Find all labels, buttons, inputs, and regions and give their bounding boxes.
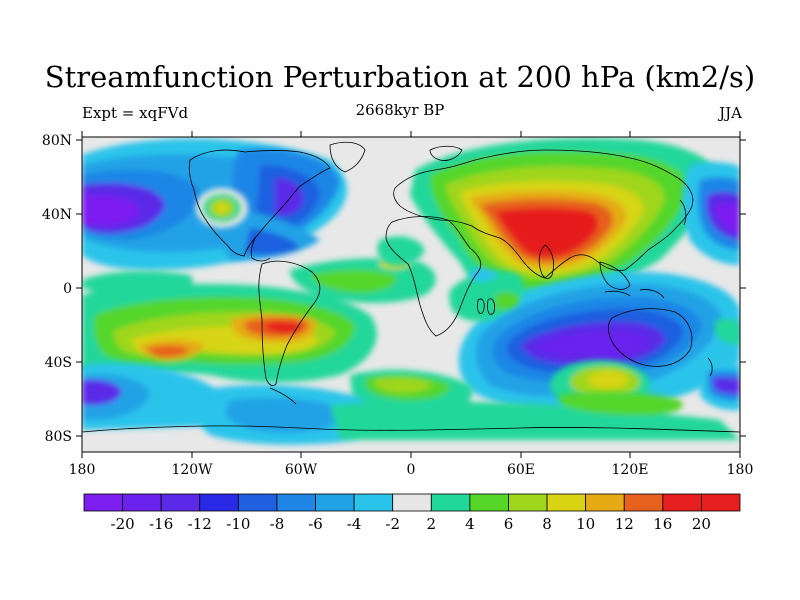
colorbar-swatch: [315, 493, 355, 512]
x-tick-120e: 120E: [612, 462, 649, 478]
colorbar-swatch: [546, 493, 587, 512]
y-tick-0: 0: [63, 281, 72, 297]
colorbar-swatch: [392, 493, 432, 512]
season-label: JJA: [719, 104, 742, 122]
streamfunction-field: [82, 137, 740, 452]
colorbar-label: 4: [465, 515, 475, 533]
colorbar-swatch: [508, 493, 548, 512]
y-tick-40s: 40S: [45, 355, 72, 371]
y-tick-80s: 80S: [45, 429, 72, 445]
west-pacific-low: [682, 162, 740, 265]
axis-ticks: [76, 131, 746, 458]
y-tick-40n: 40N: [42, 207, 72, 223]
colorbar-label: 20: [692, 515, 711, 533]
africa-band: [377, 236, 524, 322]
x-tick-120w: 120W: [171, 462, 213, 478]
colorbar-label: -2: [385, 515, 400, 533]
siberia-asia-high: [410, 138, 720, 300]
colorbar-swatch: [83, 493, 123, 512]
coastlines: [82, 141, 740, 433]
colorbar-swatch: [122, 493, 162, 512]
colorbar-label: -20: [111, 515, 135, 533]
x-tick-180e: 180: [727, 462, 754, 478]
y-tick-80n: 80N: [42, 133, 72, 149]
colorbar-swatch: [199, 493, 239, 512]
x-tick-60w: 60W: [285, 462, 318, 478]
colorbar-label: 10: [576, 515, 595, 533]
colorbar-label: 12: [615, 515, 634, 533]
south-pacific-high: [82, 258, 436, 383]
indian-ocean-low: [458, 271, 740, 414]
colorbar-swatch: [237, 493, 278, 512]
colorbar-label: -8: [270, 515, 285, 533]
x-tick-0: 0: [407, 462, 416, 478]
colorbar-label: -12: [188, 515, 212, 533]
colorbar: -20 -16 -12 -10 -8 -6 -4 -2 2 4 6 8 10 12 16 20: [83, 493, 741, 533]
colorbar-swatch: [469, 493, 509, 512]
colorbar-label: 16: [653, 515, 672, 533]
colorbar-label: 6: [504, 515, 514, 533]
pacific-bubble: [196, 188, 248, 228]
colorbar-label: 8: [542, 515, 552, 533]
colorbar-label: -6: [308, 515, 323, 533]
colorbar-label: -16: [149, 515, 173, 533]
x-tick-60e: 60E: [507, 462, 535, 478]
colorbar-swatch: [623, 493, 664, 512]
colorbar-swatch: [585, 493, 625, 512]
colorbar-label: -10: [226, 515, 250, 533]
experiment-label: Expt = xqFVd: [82, 104, 189, 122]
colorbar-label: 2: [427, 515, 437, 533]
colorbar-swatch: [430, 493, 471, 512]
colorbar-swatch: [276, 493, 316, 512]
time-label: 2668kyr BP: [355, 101, 445, 119]
colorbar-label: -4: [347, 515, 362, 533]
colorbar-swatch: [160, 493, 201, 512]
colorbar-swatch: [353, 493, 394, 512]
colorbar-swatch: [701, 493, 741, 512]
plot-title: Streamfunction Perturbation at 200 hPa (…: [44, 60, 756, 94]
southern-ocean-bands: [82, 319, 740, 445]
colorbar-swatch: [662, 493, 702, 512]
x-tick-180w: 180: [69, 462, 96, 478]
x-tick-labels: 180 120W 60W 0 60E 120E 180: [69, 462, 754, 478]
y-tick-labels: 80N 40N 0 40S 80S: [42, 133, 72, 445]
